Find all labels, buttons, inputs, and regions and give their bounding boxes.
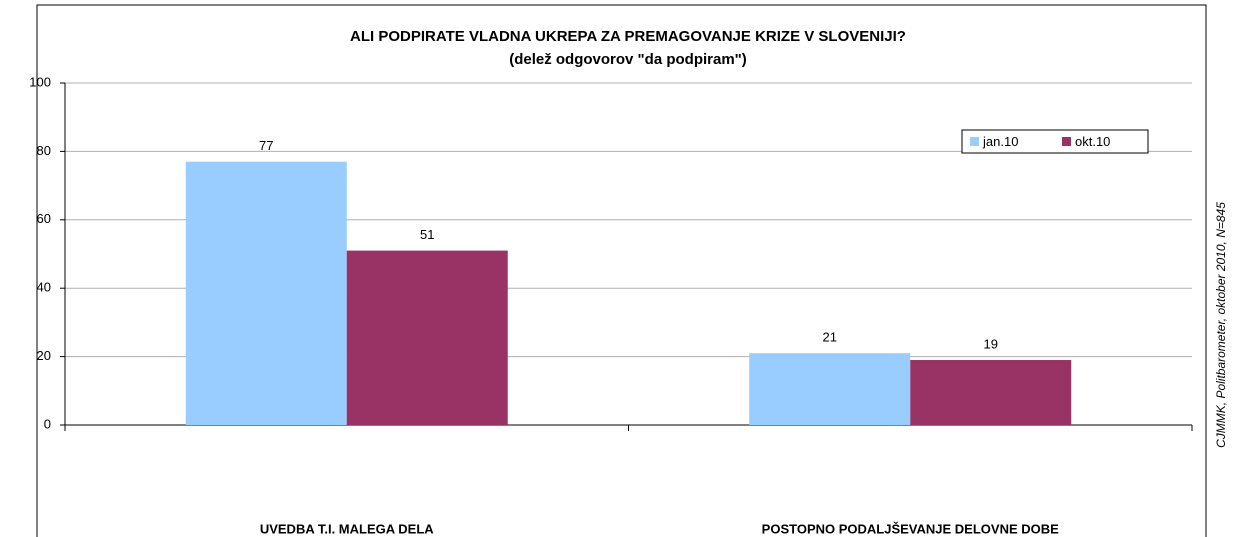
y-tick-label: 60 (37, 211, 51, 226)
y-tick-label: 0 (44, 416, 51, 431)
data-label: 77 (259, 138, 273, 153)
bar (910, 360, 1072, 425)
y-tick-label: 100 (29, 74, 51, 89)
y-tick-label: 20 (37, 348, 51, 363)
x-tick-label: UVEDBA T.I. MALEGA DELA (260, 521, 434, 536)
bar (346, 250, 508, 425)
data-label: 51 (420, 227, 434, 242)
legend-swatch (1062, 137, 1071, 146)
y-tick-label: 80 (37, 143, 51, 158)
x-tick-label: POSTOPNO PODALJŠEVANJE DELOVNE DOBE (762, 521, 1059, 536)
data-label: 19 (984, 336, 998, 351)
data-label: 21 (823, 330, 837, 345)
bar (185, 161, 347, 425)
legend-label: jan.10 (982, 134, 1018, 149)
legend-swatch (970, 137, 979, 146)
y-tick-label: 40 (37, 280, 51, 295)
legend-label: okt.10 (1075, 134, 1110, 149)
legend-box (961, 129, 1149, 154)
source-note: CJMMK, Politbarometer, oktober 2010, N=8… (1214, 202, 1228, 448)
bar (749, 353, 911, 425)
chart-subtitle: (delež odgovorov "da podpiram") (509, 51, 747, 68)
chart-title: ALI PODPIRATE VLADNA UKREPA ZA PREMAGOVA… (350, 28, 906, 45)
